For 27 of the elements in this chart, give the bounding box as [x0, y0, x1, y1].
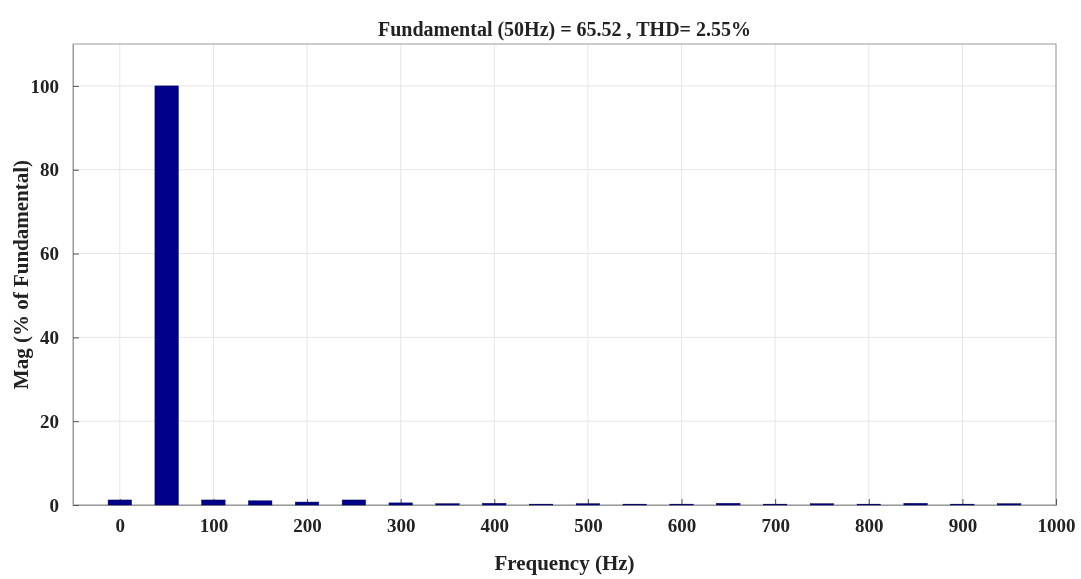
bar — [295, 501, 319, 506]
x-tick-label: 1000 — [1037, 515, 1076, 537]
x-tick-label: 100 — [199, 515, 229, 537]
y-tick-label: 0 — [49, 494, 59, 516]
bar — [154, 85, 179, 506]
x-tick-label: 700 — [761, 515, 790, 537]
bar — [201, 499, 226, 506]
x-axis-title: Frequency (Hz) — [494, 551, 635, 575]
x-tick-label: 600 — [667, 515, 697, 537]
y-tick-label: 80 — [40, 159, 59, 181]
x-tick-label: 500 — [574, 515, 603, 537]
x-tick-label: 0 — [115, 515, 126, 537]
bar — [248, 500, 273, 506]
x-tick-label: 400 — [480, 515, 510, 537]
y-tick-label: 100 — [30, 75, 59, 97]
x-tick-label: 200 — [293, 515, 322, 537]
x-tick-label: 300 — [386, 515, 416, 537]
bar — [107, 499, 132, 506]
y-tick-label: 40 — [40, 326, 59, 348]
y-tick-label: 60 — [40, 243, 59, 265]
x-tick-label: 900 — [948, 515, 978, 537]
bar — [341, 499, 366, 506]
y-axis-title: Mag (% of Fundamental) — [9, 159, 33, 390]
x-tick-label: 800 — [855, 515, 884, 537]
y-tick-label: 20 — [40, 410, 59, 432]
bar — [388, 502, 413, 506]
chart-title: Fundamental (50Hz) = 65.52 , THD= 2.55% — [378, 18, 751, 41]
